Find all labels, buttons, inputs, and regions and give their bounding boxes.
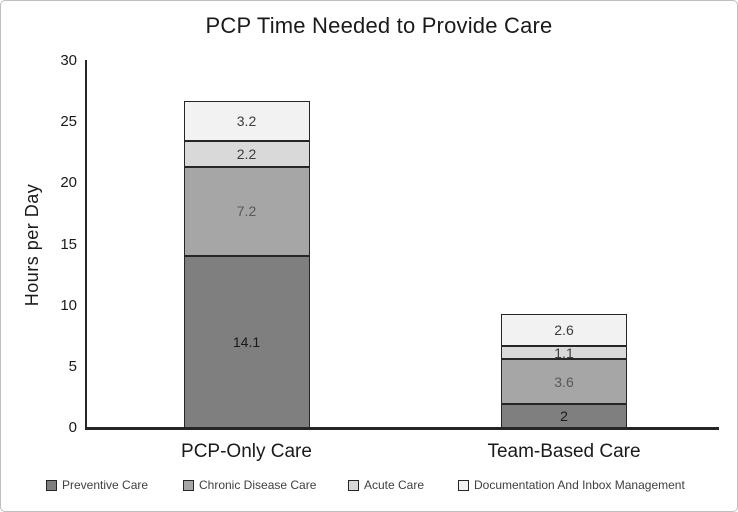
legend-item: Acute Care — [348, 478, 424, 492]
bar-segment-value: 7.2 — [236, 203, 257, 220]
legend-label: Acute Care — [364, 478, 425, 492]
bar-segment-value: 2 — [560, 407, 568, 424]
x-category-label: Team-Based Care — [487, 441, 641, 462]
bar-segment-value: 3.6 — [554, 373, 574, 390]
y-tick-label-20: 20 — [60, 174, 77, 192]
bar-segment-value: 14.1 — [232, 333, 261, 350]
y-axis-line — [85, 60, 87, 430]
legend-item: Preventive Care — [46, 478, 148, 492]
legend-label: Documentation And Inbox Management — [474, 478, 685, 492]
x-category-label: PCP-Only Care — [181, 441, 312, 462]
bar-segment-team-based-care-documentation-and-inbox-management: 2.6 — [501, 314, 627, 347]
legend-swatch-icon — [348, 479, 359, 491]
y-tick-label-30: 30 — [60, 52, 77, 69]
y-tick-label-25: 25 — [60, 113, 77, 131]
bar-segment-pcp-only-care-acute-care: 2.2 — [183, 140, 310, 168]
legend-label: Chronic Disease Care — [199, 478, 317, 492]
legend-label: Preventive Care — [62, 478, 149, 492]
bar-segment-value: 2.2 — [236, 145, 257, 162]
legend-swatch-icon — [46, 479, 57, 491]
bar-segment-value: 2.6 — [554, 322, 574, 339]
legend-item: Documentation And Inbox Management — [458, 478, 685, 492]
chart-title: PCP Time Needed to Provide Care — [205, 13, 553, 38]
y-tick-label-15: 15 — [60, 235, 77, 253]
bar-segment-pcp-only-care-preventive-care: 14.1 — [183, 255, 310, 428]
legend-swatch-icon — [458, 479, 469, 491]
bar-segment-team-based-care-chronic-disease-care: 3.6 — [501, 359, 627, 404]
bar-segment-pcp-only-care-chronic-disease-care: 7.2 — [183, 167, 310, 256]
y-tick-label-10: 10 — [60, 296, 77, 314]
bar-segment-team-based-care-acute-care: 1.1 — [501, 344, 627, 361]
bar-segment-value: 1.1 — [554, 344, 574, 361]
y-tick-label-5: 5 — [68, 357, 77, 375]
x-axis-line — [85, 427, 719, 430]
bar-segment-value: 3.2 — [236, 112, 257, 129]
legend-item: Chronic Disease Care — [183, 478, 316, 492]
bar-segment-team-based-care-preventive-care: 2 — [501, 403, 627, 428]
bar-segment-pcp-only-care-documentation-and-inbox-management: 3.2 — [183, 101, 310, 141]
y-tick-label-0: 0 — [68, 419, 77, 436]
legend-swatch-icon — [183, 479, 194, 491]
